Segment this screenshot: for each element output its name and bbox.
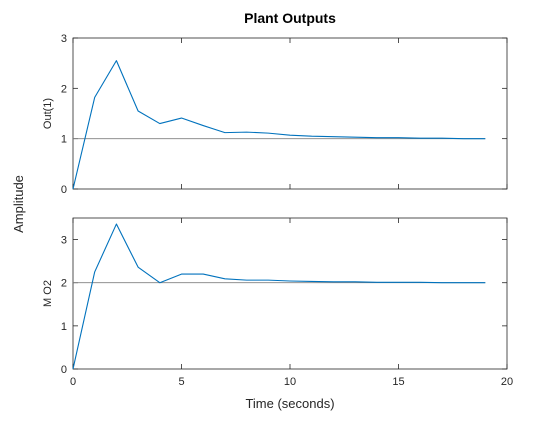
subplots-group: 0 1 2 3 Out(1) 0 5 10 15 20 0 1 2 3 M O2 xyxy=(42,33,513,388)
subplot-2-series-line xyxy=(72,223,486,370)
subplot-2-y-tick-label: 3 xyxy=(61,235,67,247)
x-tick-label: 10 xyxy=(284,376,296,388)
chart-title: Plant Outputs xyxy=(244,10,336,26)
x-tick-label: 20 xyxy=(501,376,513,388)
x-tick-label: 5 xyxy=(178,376,184,388)
subplot-2-y-tick-label: 1 xyxy=(61,321,67,333)
subplot-2: 0 5 10 15 20 0 1 2 3 M O2 xyxy=(42,217,513,388)
subplot-2-y-label: M O2 xyxy=(42,280,54,307)
subplot-1-y-tick-label: 3 xyxy=(61,33,67,45)
y-axis-title: Amplitude xyxy=(11,175,26,233)
x-axis-title: Time (seconds) xyxy=(245,396,334,411)
subplot-1-axes-box xyxy=(72,37,508,190)
subplot-1-y-tick-label: 2 xyxy=(61,83,67,95)
x-tick-label: 0 xyxy=(70,376,76,388)
subplot-2-y-tick-label: 2 xyxy=(61,278,67,290)
subplot-1-y-tick-label: 0 xyxy=(61,184,67,196)
x-tick-label: 15 xyxy=(392,376,404,388)
subplot-1-series-line xyxy=(72,60,486,190)
subplot-1-y-label: Out(1) xyxy=(42,98,54,129)
subplot-2-axes-box xyxy=(72,217,508,370)
subplot-1-y-tick-label: 1 xyxy=(61,134,67,146)
subplot-2-y-tick-label: 0 xyxy=(61,364,67,376)
subplot-1: 0 1 2 3 Out(1) xyxy=(42,33,508,196)
